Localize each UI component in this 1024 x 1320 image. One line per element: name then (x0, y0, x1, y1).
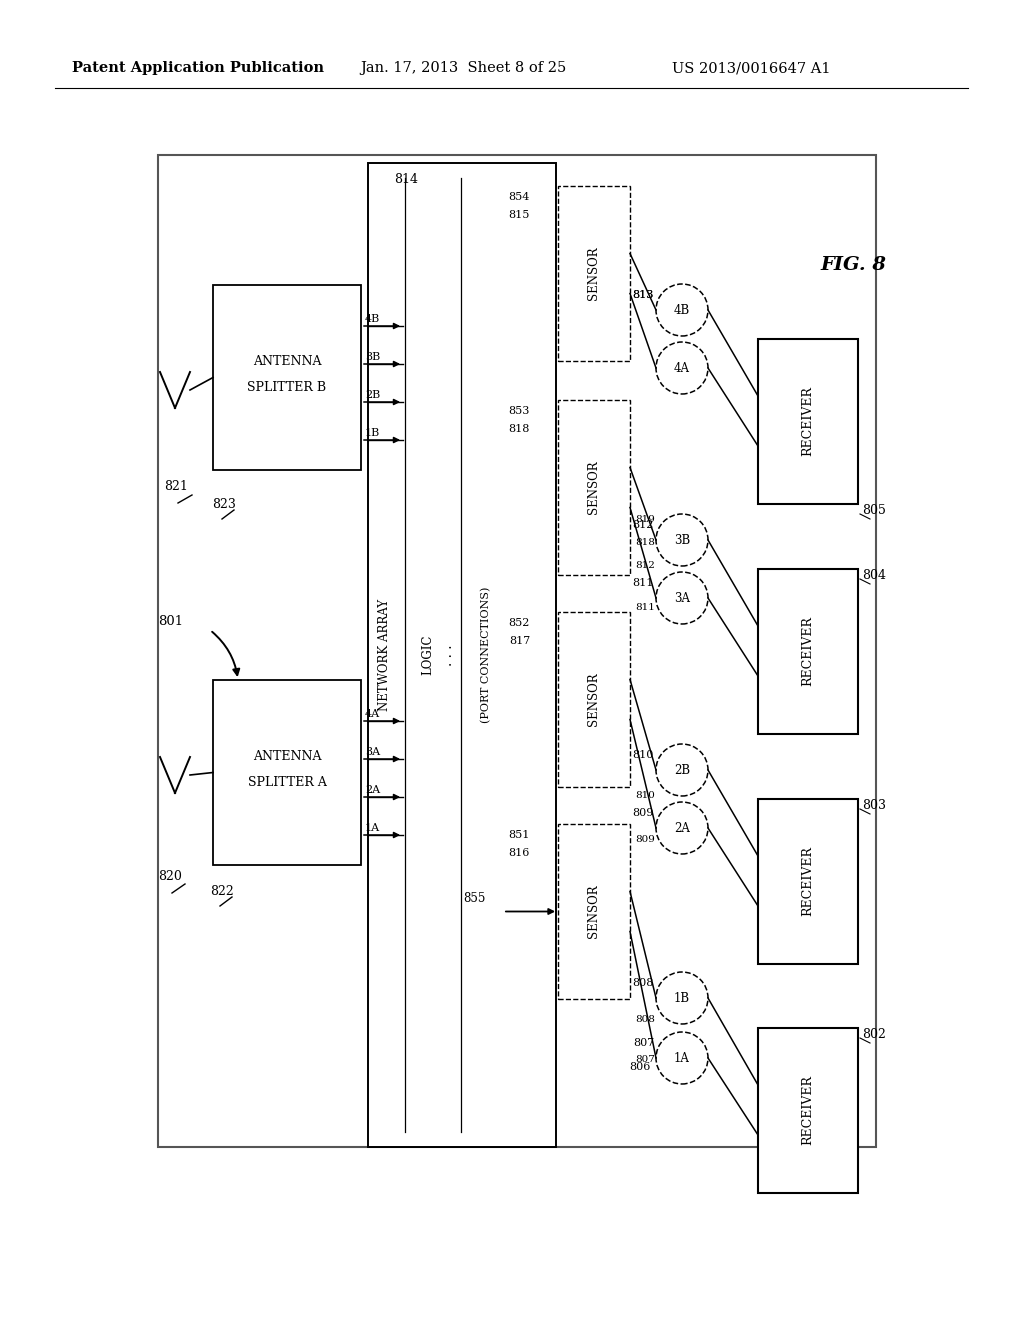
Text: 820: 820 (158, 870, 182, 883)
Text: 806: 806 (630, 1063, 651, 1072)
Bar (758, 339, 858, 504)
Bar (558, 186, 630, 360)
Bar (758, 799, 858, 964)
Text: RECEIVER: RECEIVER (802, 385, 814, 455)
Text: 3B: 3B (674, 533, 690, 546)
Text: 1A: 1A (365, 822, 380, 833)
Text: 818: 818 (635, 539, 655, 546)
Text: 3B: 3B (365, 352, 380, 362)
Bar (558, 824, 630, 999)
Text: 853: 853 (509, 407, 530, 416)
Text: 2B: 2B (365, 389, 380, 400)
Bar (758, 569, 858, 734)
Text: 811: 811 (633, 578, 654, 587)
Bar (558, 612, 630, 787)
Text: 816: 816 (509, 847, 530, 858)
Text: 821: 821 (164, 480, 187, 492)
Text: 813: 813 (633, 290, 654, 300)
Text: 1B: 1B (365, 428, 380, 438)
Text: 807: 807 (633, 1038, 654, 1048)
Text: (PORT CONNECTIONS): (PORT CONNECTIONS) (481, 587, 492, 723)
Text: . . .: . . . (441, 644, 455, 665)
Text: RECEIVER: RECEIVER (802, 616, 814, 686)
Text: 809: 809 (635, 836, 655, 843)
Text: 4A: 4A (674, 362, 690, 375)
Text: 805: 805 (862, 504, 886, 517)
Bar (213, 285, 361, 470)
Text: 4B: 4B (365, 314, 380, 323)
Text: FIG. 8: FIG. 8 (820, 256, 886, 275)
Text: 851: 851 (509, 830, 530, 840)
Text: Patent Application Publication: Patent Application Publication (72, 61, 324, 75)
Text: 818: 818 (509, 424, 530, 434)
Bar (368, 162, 556, 1147)
Text: 822: 822 (210, 884, 233, 898)
Text: 814: 814 (394, 173, 418, 186)
Text: 823: 823 (212, 498, 236, 511)
Text: 804: 804 (862, 569, 886, 582)
Text: 2A: 2A (365, 785, 380, 795)
Text: 819: 819 (635, 515, 655, 524)
Text: 855: 855 (464, 891, 486, 904)
Text: RECEIVER: RECEIVER (802, 846, 814, 916)
Text: 810: 810 (633, 750, 654, 760)
Text: 812: 812 (633, 520, 654, 531)
Text: 852: 852 (509, 618, 530, 628)
Text: 801: 801 (158, 615, 183, 628)
Text: 4B: 4B (674, 304, 690, 317)
Text: SPLITTER B: SPLITTER B (248, 381, 327, 393)
Text: 810: 810 (635, 791, 655, 800)
Bar (213, 680, 361, 865)
Text: 811: 811 (635, 603, 655, 612)
Text: 807: 807 (635, 1055, 655, 1064)
Text: 3A: 3A (674, 591, 690, 605)
Text: SENSOR: SENSOR (588, 673, 600, 726)
Text: SENSOR: SENSOR (588, 247, 600, 301)
Text: SENSOR: SENSOR (588, 461, 600, 515)
Text: 812: 812 (635, 561, 655, 570)
Text: ANTENNA: ANTENNA (253, 750, 322, 763)
Text: SPLITTER A: SPLITTER A (248, 776, 327, 789)
Text: 817: 817 (509, 636, 530, 645)
Text: 2B: 2B (674, 763, 690, 776)
Bar (158, 154, 876, 1147)
Text: ANTENNA: ANTENNA (253, 355, 322, 368)
Text: 4A: 4A (365, 709, 380, 719)
Text: NETWORK ARRAY: NETWORK ARRAY (379, 599, 391, 711)
Text: 1B: 1B (674, 991, 690, 1005)
Text: 2A: 2A (674, 821, 690, 834)
Text: 802: 802 (862, 1028, 886, 1041)
Text: 1A: 1A (674, 1052, 690, 1064)
Text: 808: 808 (635, 1015, 655, 1024)
Text: LOGIC: LOGIC (422, 635, 434, 676)
Text: SENSOR: SENSOR (588, 884, 600, 939)
Text: 813: 813 (633, 290, 654, 300)
Bar (758, 1028, 858, 1193)
Text: US 2013/0016647 A1: US 2013/0016647 A1 (672, 61, 830, 75)
Text: RECEIVER: RECEIVER (802, 1074, 814, 1144)
Text: 815: 815 (509, 210, 530, 220)
Bar (558, 400, 630, 576)
Text: 3A: 3A (365, 747, 380, 756)
Text: 854: 854 (509, 191, 530, 202)
Text: Jan. 17, 2013  Sheet 8 of 25: Jan. 17, 2013 Sheet 8 of 25 (360, 61, 566, 75)
Text: 809: 809 (633, 808, 654, 818)
Text: 808: 808 (633, 978, 654, 987)
Text: 803: 803 (862, 799, 886, 812)
